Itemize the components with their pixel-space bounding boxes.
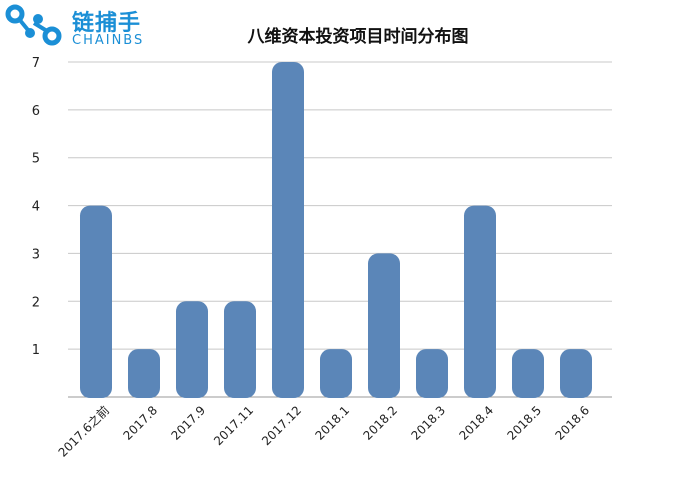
- y-tick-label: 4: [32, 200, 40, 215]
- logo-chinese-name: 链捕手: [72, 11, 142, 36]
- x-axis-ticks: 2017.6之前 2017.8 2017.9 2017.11 2017.12 2018.1…: [55, 403, 592, 460]
- y-axis-ticks: 1 2 3 4 5 6 7: [32, 56, 40, 358]
- bar: [368, 253, 400, 398]
- bar: [224, 301, 256, 398]
- x-tick-label: 2017.12: [259, 403, 304, 448]
- y-tick-label: 2: [32, 295, 40, 310]
- bar: [464, 205, 496, 398]
- x-tick-label: 2018.5: [505, 403, 545, 443]
- bar: [416, 349, 448, 398]
- bar: [176, 301, 208, 398]
- x-tick-label: 2017.8: [121, 403, 161, 443]
- x-tick-label: 2017.6之前: [55, 403, 112, 460]
- brand-logo: 链捕手 CHAINBS: [2, 3, 172, 49]
- y-tick-label: 3: [32, 247, 40, 262]
- bar: [560, 349, 592, 398]
- x-tick-label: 2018.6: [553, 403, 593, 443]
- bar: [80, 205, 112, 398]
- x-tick-label: 2018.2: [361, 403, 401, 443]
- logo-english-name: CHAINBS: [72, 33, 145, 48]
- y-tick-label: 5: [32, 152, 40, 167]
- chart-title: 八维资本投资项目时间分布图: [247, 27, 469, 47]
- x-tick-label: 2018.4: [457, 403, 497, 443]
- x-tick-label: 2018.1: [313, 403, 353, 443]
- bar: [272, 62, 304, 398]
- x-tick-label: 2018.3: [409, 403, 449, 443]
- bar: [320, 349, 352, 398]
- y-tick-label: 1: [32, 343, 40, 358]
- y-tick-label: 6: [32, 104, 40, 119]
- x-tick-label: 2017.9: [169, 403, 209, 443]
- x-tick-label: 2017.11: [211, 403, 256, 448]
- bar: [512, 349, 544, 398]
- bar: [128, 349, 160, 398]
- chart-bars: [80, 62, 592, 398]
- y-tick-label: 7: [32, 56, 40, 71]
- chart-grid: [68, 61, 612, 398]
- chain-logo-icon: [5, 4, 62, 46]
